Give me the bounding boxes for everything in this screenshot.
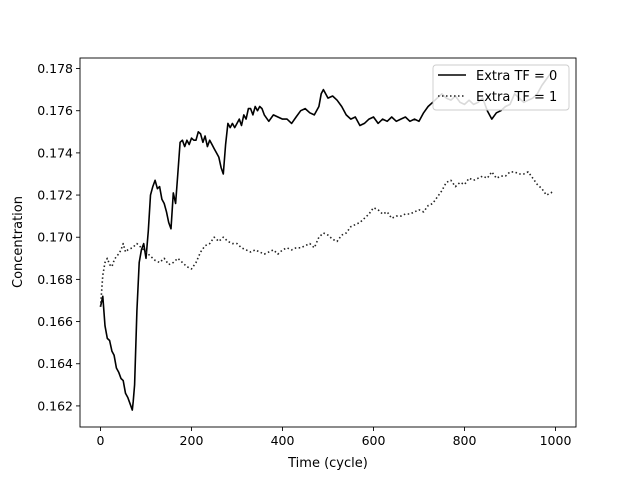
- plot-area: [80, 58, 576, 427]
- y-axis-ticks: 0.162 0.164 0.166 0.168 0.170 0.172 0.174 0.176…: [37, 61, 80, 413]
- y-tick-label: 0.168: [37, 272, 73, 287]
- y-axis-label: Concentration: [11, 196, 26, 288]
- y-tick-label: 0.178: [37, 61, 73, 76]
- x-tick-label: 1000: [540, 433, 572, 448]
- y-tick-label: 0.174: [37, 145, 73, 160]
- x-tick-label: 0: [97, 433, 105, 448]
- x-axis-ticks: 0 200 400 600 800 1000: [97, 427, 572, 448]
- y-tick-label: 0.170: [37, 230, 73, 245]
- x-tick-label: 400: [271, 433, 295, 448]
- legend-label-extra-tf-0: Extra TF = 0: [476, 69, 557, 84]
- x-tick-label: 800: [453, 433, 477, 448]
- y-tick-label: 0.166: [37, 314, 73, 329]
- y-tick-label: 0.162: [37, 398, 73, 413]
- legend-box: [432, 64, 570, 111]
- axes-frame: [79, 57, 577, 428]
- legend: Extra TF = 0 Extra TF = 1: [432, 64, 570, 111]
- y-tick-label: 0.176: [37, 103, 73, 118]
- y-tick-label: 0.172: [37, 188, 73, 203]
- y-tick-label: 0.164: [37, 356, 73, 371]
- legend-label-extra-tf-1: Extra TF = 1: [476, 90, 557, 105]
- x-axis-label: Time (cycle): [287, 456, 368, 471]
- x-tick-label: 600: [362, 433, 386, 448]
- x-tick-label: 200: [180, 433, 204, 448]
